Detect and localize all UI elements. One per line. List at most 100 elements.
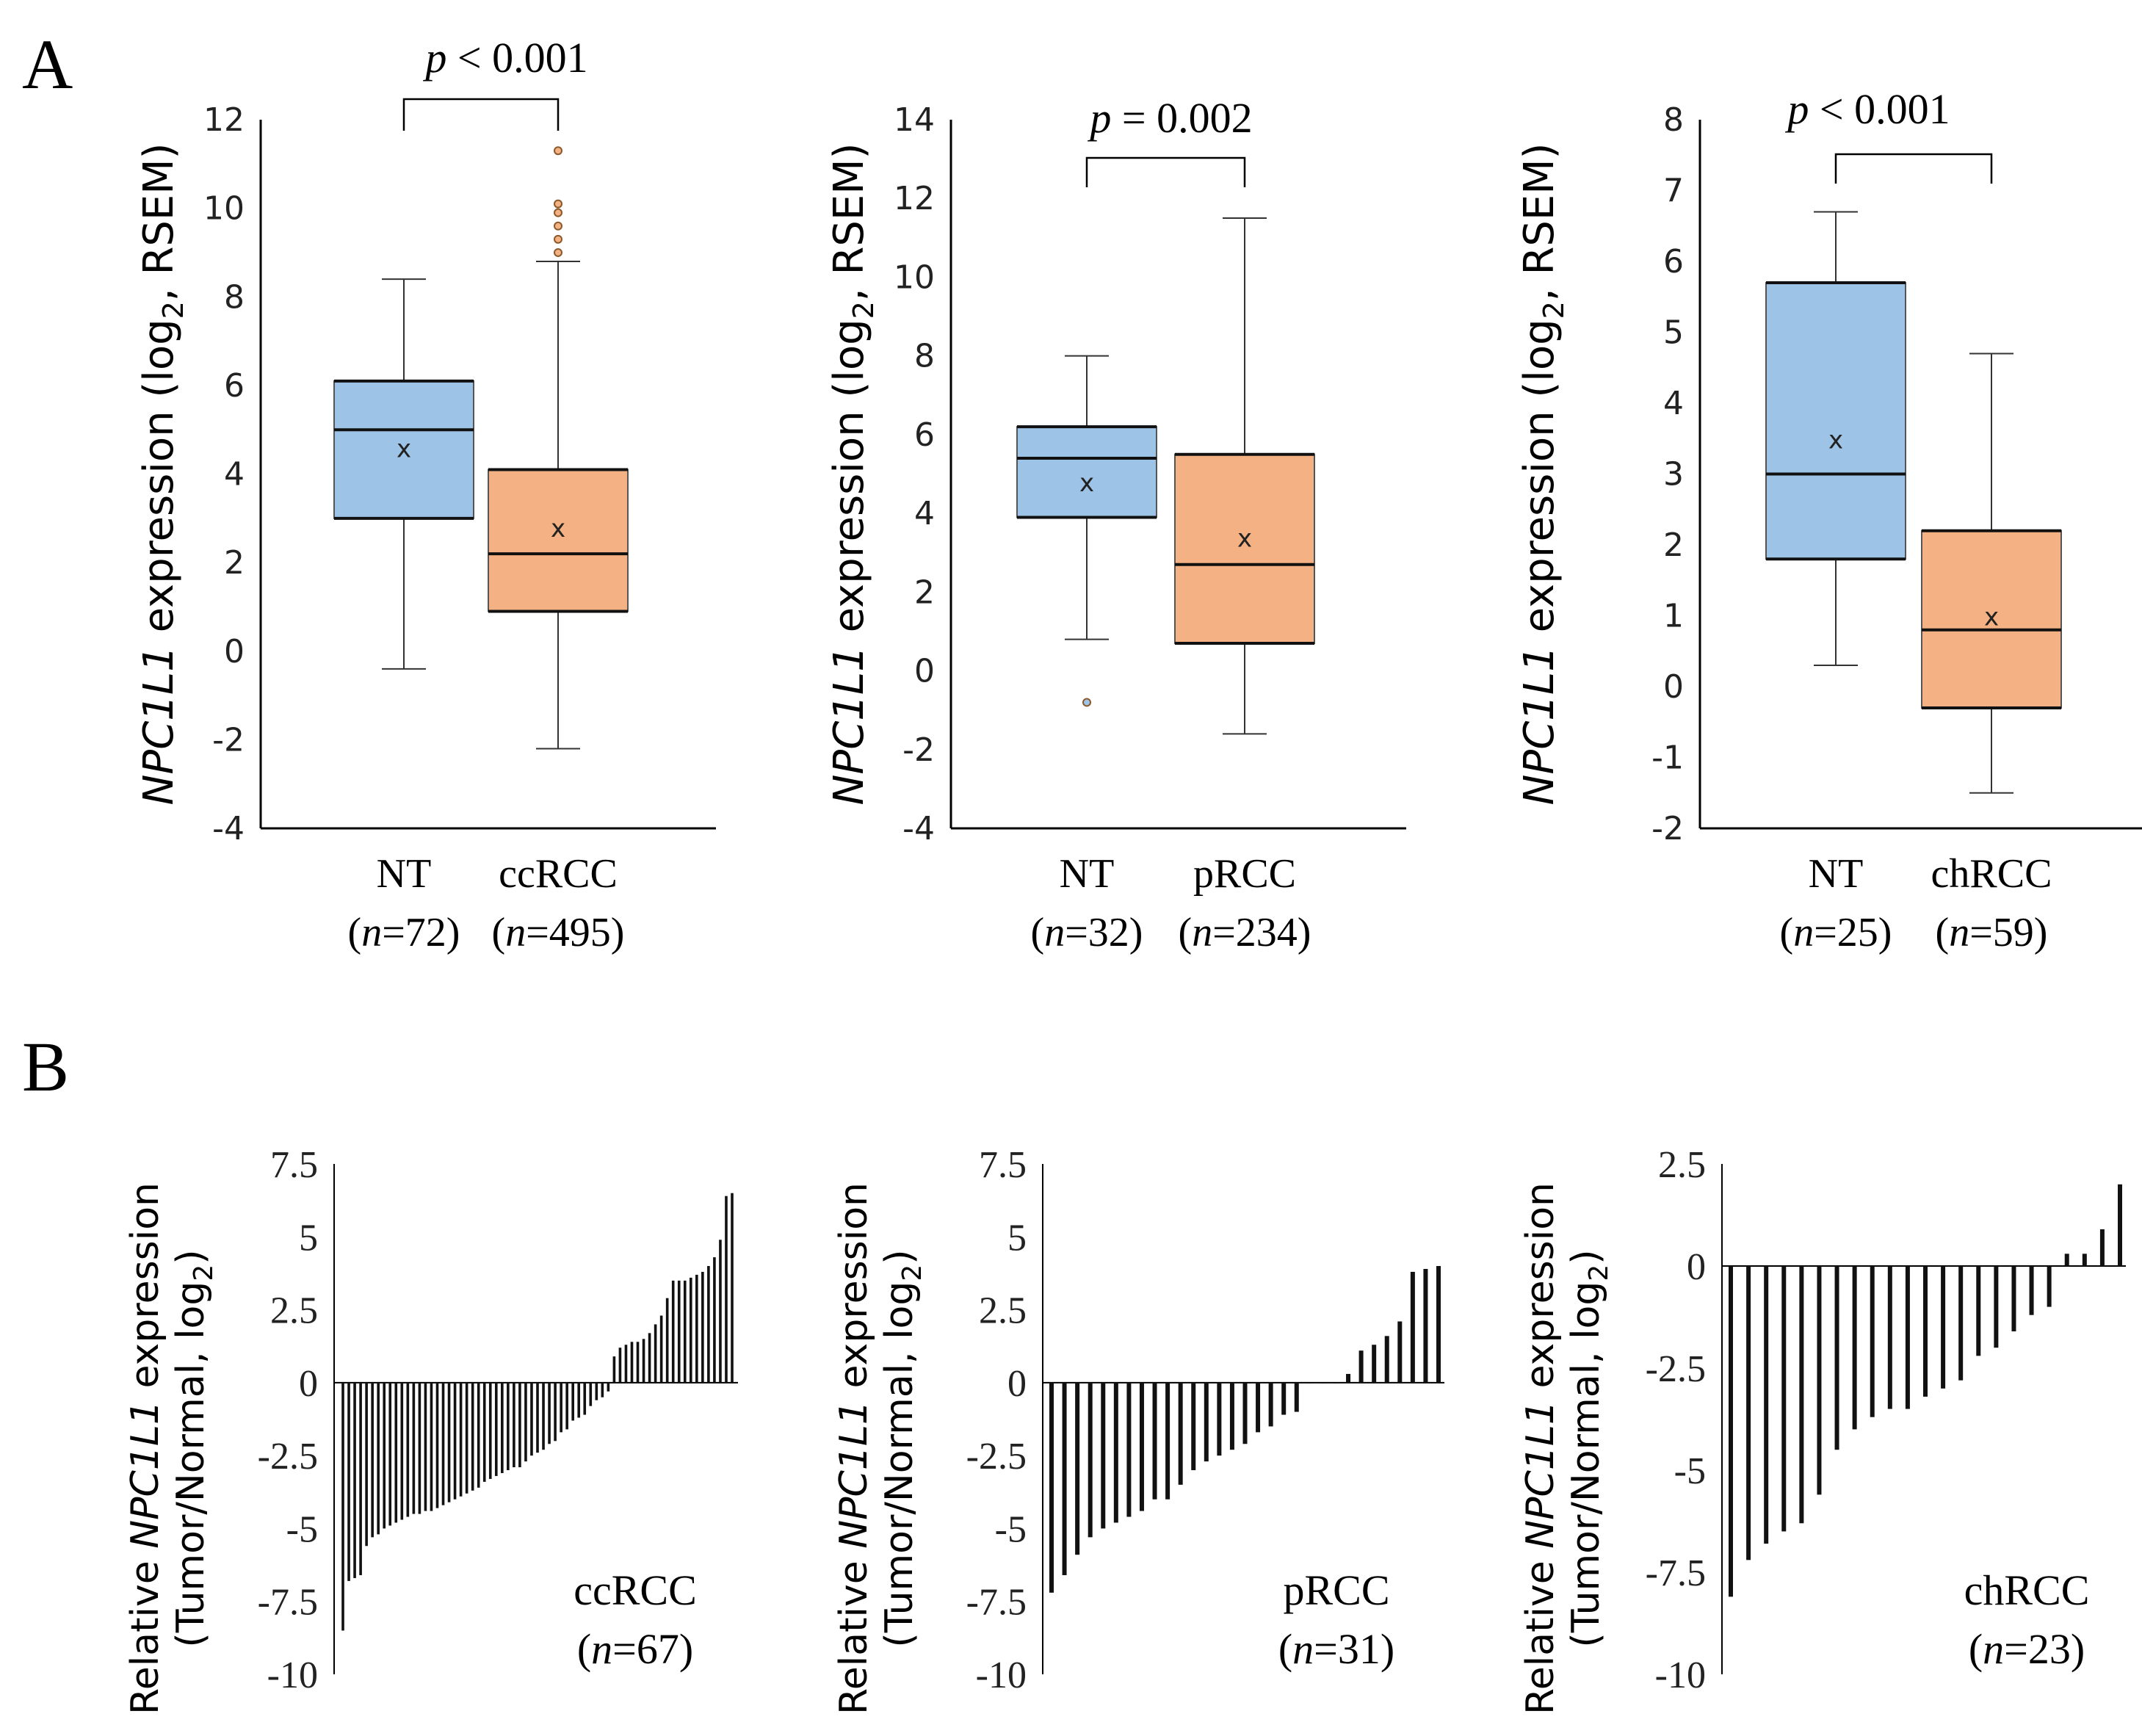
- group-n-label: (n=495): [492, 910, 625, 955]
- bar: [536, 1382, 539, 1453]
- bar: [1436, 1266, 1441, 1383]
- box-group-prcc: x pRCC (n=234): [1174, 217, 1315, 955]
- bar: [2099, 1229, 2105, 1266]
- y-tick-label: -7.5: [1646, 1552, 1706, 1594]
- y-tick-label: -2: [1651, 810, 1684, 847]
- y-tick-label: 0: [914, 653, 935, 690]
- y-tick-label: 0: [1007, 1363, 1027, 1405]
- y-tick-label: 7.5: [979, 1144, 1027, 1186]
- y-tick-label: -2: [902, 731, 935, 769]
- bar: [388, 1382, 392, 1526]
- bar: [630, 1342, 634, 1383]
- box-group-chrcc: x chRCC (n=59): [1921, 352, 2062, 955]
- y-tick-label: 3: [1663, 456, 1684, 493]
- significance-bracket: [402, 98, 560, 131]
- mean-marker: x: [1237, 524, 1252, 553]
- bar: [1049, 1382, 1054, 1593]
- y-tick-label: 10: [203, 190, 245, 228]
- bar: [383, 1382, 386, 1529]
- outlier-point: [554, 234, 562, 244]
- bar: [719, 1240, 722, 1383]
- bar: [465, 1382, 468, 1494]
- bar: [365, 1382, 368, 1547]
- y-tick-label: -2.5: [258, 1436, 318, 1478]
- bar: [1870, 1266, 1875, 1417]
- bar: [689, 1277, 692, 1383]
- bar: [1397, 1321, 1403, 1383]
- bar: [565, 1382, 568, 1430]
- subtype-label: ccRCC: [574, 1566, 697, 1614]
- bar: [2082, 1254, 2087, 1266]
- bar: [1333, 1382, 1338, 1384]
- y-tick-label: -10: [976, 1654, 1027, 1696]
- bar: [1307, 1382, 1312, 1384]
- bar: [695, 1274, 698, 1383]
- bar: [1281, 1382, 1287, 1415]
- bar: [1075, 1382, 1080, 1555]
- y-tick-label: 8: [224, 278, 245, 316]
- bar: [607, 1382, 610, 1392]
- bar: [1994, 1266, 1999, 1348]
- outlier-point: [554, 199, 562, 209]
- bar: [359, 1382, 362, 1575]
- y-tick-label: 5: [1663, 314, 1684, 352]
- y-tick-label: 0: [1687, 1246, 1706, 1288]
- y-axis-label: NPC1L1 expression (log2, RSEM): [135, 143, 189, 806]
- y-tick-label: 8: [914, 338, 935, 375]
- y-tick-label: -4: [212, 810, 245, 847]
- y-tick-label: -1: [1651, 739, 1684, 777]
- y-axis-label-line1: Relative NPC1L1 expression: [832, 1182, 876, 1715]
- bar: [1384, 1336, 1389, 1383]
- bar: [618, 1348, 622, 1383]
- bar: [1062, 1382, 1067, 1575]
- bar: [2011, 1266, 2016, 1331]
- bar: [1781, 1266, 1787, 1532]
- bar: [2118, 1184, 2122, 1266]
- bar: [665, 1298, 669, 1383]
- bar: [1764, 1266, 1769, 1544]
- bar: [1178, 1382, 1183, 1485]
- y-tick-label: 5: [1007, 1217, 1027, 1259]
- bar: [1229, 1382, 1234, 1450]
- bar: [671, 1280, 675, 1383]
- bar: [441, 1382, 445, 1505]
- bar: [1204, 1382, 1209, 1462]
- bar: [542, 1382, 545, 1450]
- subtype-n-label: (n=67): [577, 1625, 693, 1673]
- bar: [1923, 1266, 1928, 1397]
- bar: [659, 1315, 663, 1383]
- outlier-point: [554, 221, 562, 231]
- bar: [1320, 1382, 1325, 1384]
- bar: [1372, 1345, 1377, 1383]
- y-tick-label: 4: [224, 456, 245, 493]
- group-n-label: (n=25): [1780, 910, 1892, 955]
- group-label: NT: [1060, 851, 1115, 897]
- bar: [513, 1382, 515, 1468]
- bar: [1834, 1266, 1839, 1450]
- bar: [1217, 1382, 1222, 1456]
- y-tick-label: 2: [224, 544, 245, 582]
- y-tick-label: 7: [1663, 173, 1684, 210]
- y-tick-label: -2.5: [966, 1436, 1027, 1478]
- bar: [1191, 1382, 1196, 1470]
- bar: [518, 1382, 521, 1468]
- bar: [507, 1382, 510, 1470]
- bar: [554, 1382, 557, 1442]
- y-tick-label: -2: [212, 721, 245, 759]
- bar: [488, 1382, 492, 1479]
- bar: [412, 1382, 416, 1514]
- outlier-point: [554, 208, 562, 217]
- bar: [1958, 1266, 1964, 1381]
- subtype-label: chRCC: [1964, 1566, 2090, 1614]
- y-tick-label: 10: [894, 258, 935, 296]
- bar: [707, 1266, 710, 1383]
- y-tick-label: 6: [914, 416, 935, 454]
- group-n-label: (n=32): [1031, 910, 1143, 955]
- box-iqr: [1921, 529, 2062, 709]
- y-tick-label: 6: [1663, 243, 1684, 281]
- bar: [548, 1382, 551, 1444]
- y-tick-label: -10: [267, 1654, 318, 1696]
- bar: [1101, 1382, 1106, 1529]
- bar: [560, 1382, 562, 1433]
- bar: [1729, 1266, 1733, 1597]
